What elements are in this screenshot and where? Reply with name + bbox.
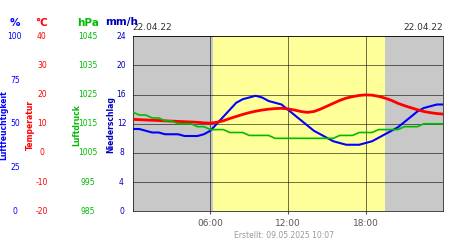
Text: 16: 16 [117, 90, 126, 99]
Text: Niederschlag: Niederschlag [106, 96, 115, 154]
Text: 22.04.22: 22.04.22 [404, 23, 443, 32]
Text: 1015: 1015 [78, 119, 97, 128]
Text: hPa: hPa [77, 18, 99, 28]
Text: -10: -10 [36, 178, 48, 186]
Bar [133, 36, 213, 211]
Text: 0: 0 [119, 207, 124, 216]
Text: 25: 25 [10, 163, 20, 172]
Text: -20: -20 [36, 207, 48, 216]
Text: 1045: 1045 [78, 32, 98, 41]
Text: 0: 0 [13, 207, 17, 216]
Text: Luftfeuchtigkeit: Luftfeuchtigkeit [0, 90, 8, 160]
Text: 8: 8 [119, 148, 124, 158]
Text: 22.04.22: 22.04.22 [133, 23, 172, 32]
Text: Erstellt: 09.05.2025 10:07: Erstellt: 09.05.2025 10:07 [234, 231, 333, 240]
Text: 12: 12 [117, 119, 126, 128]
Text: 1025: 1025 [78, 90, 97, 99]
Text: %: % [9, 18, 20, 28]
Text: 1035: 1035 [78, 61, 98, 70]
Text: 100: 100 [8, 32, 22, 41]
Text: 995: 995 [81, 178, 95, 186]
Text: 24: 24 [117, 32, 126, 41]
Bar [385, 36, 443, 211]
Text: 20: 20 [37, 90, 47, 99]
Text: 20: 20 [117, 61, 126, 70]
Text: mm/h: mm/h [105, 18, 138, 28]
Text: 4: 4 [119, 178, 124, 186]
Text: 75: 75 [10, 76, 20, 84]
Text: °C: °C [36, 18, 48, 28]
Text: 40: 40 [37, 32, 47, 41]
Text: 10: 10 [37, 119, 47, 128]
Text: 1005: 1005 [78, 148, 98, 158]
Text: Temperatur: Temperatur [26, 100, 35, 150]
Text: 30: 30 [37, 61, 47, 70]
Text: Luftdruck: Luftdruck [72, 104, 81, 146]
Bar [213, 36, 385, 211]
Text: 985: 985 [81, 207, 95, 216]
Text: 0: 0 [40, 148, 44, 158]
Text: 50: 50 [10, 119, 20, 128]
